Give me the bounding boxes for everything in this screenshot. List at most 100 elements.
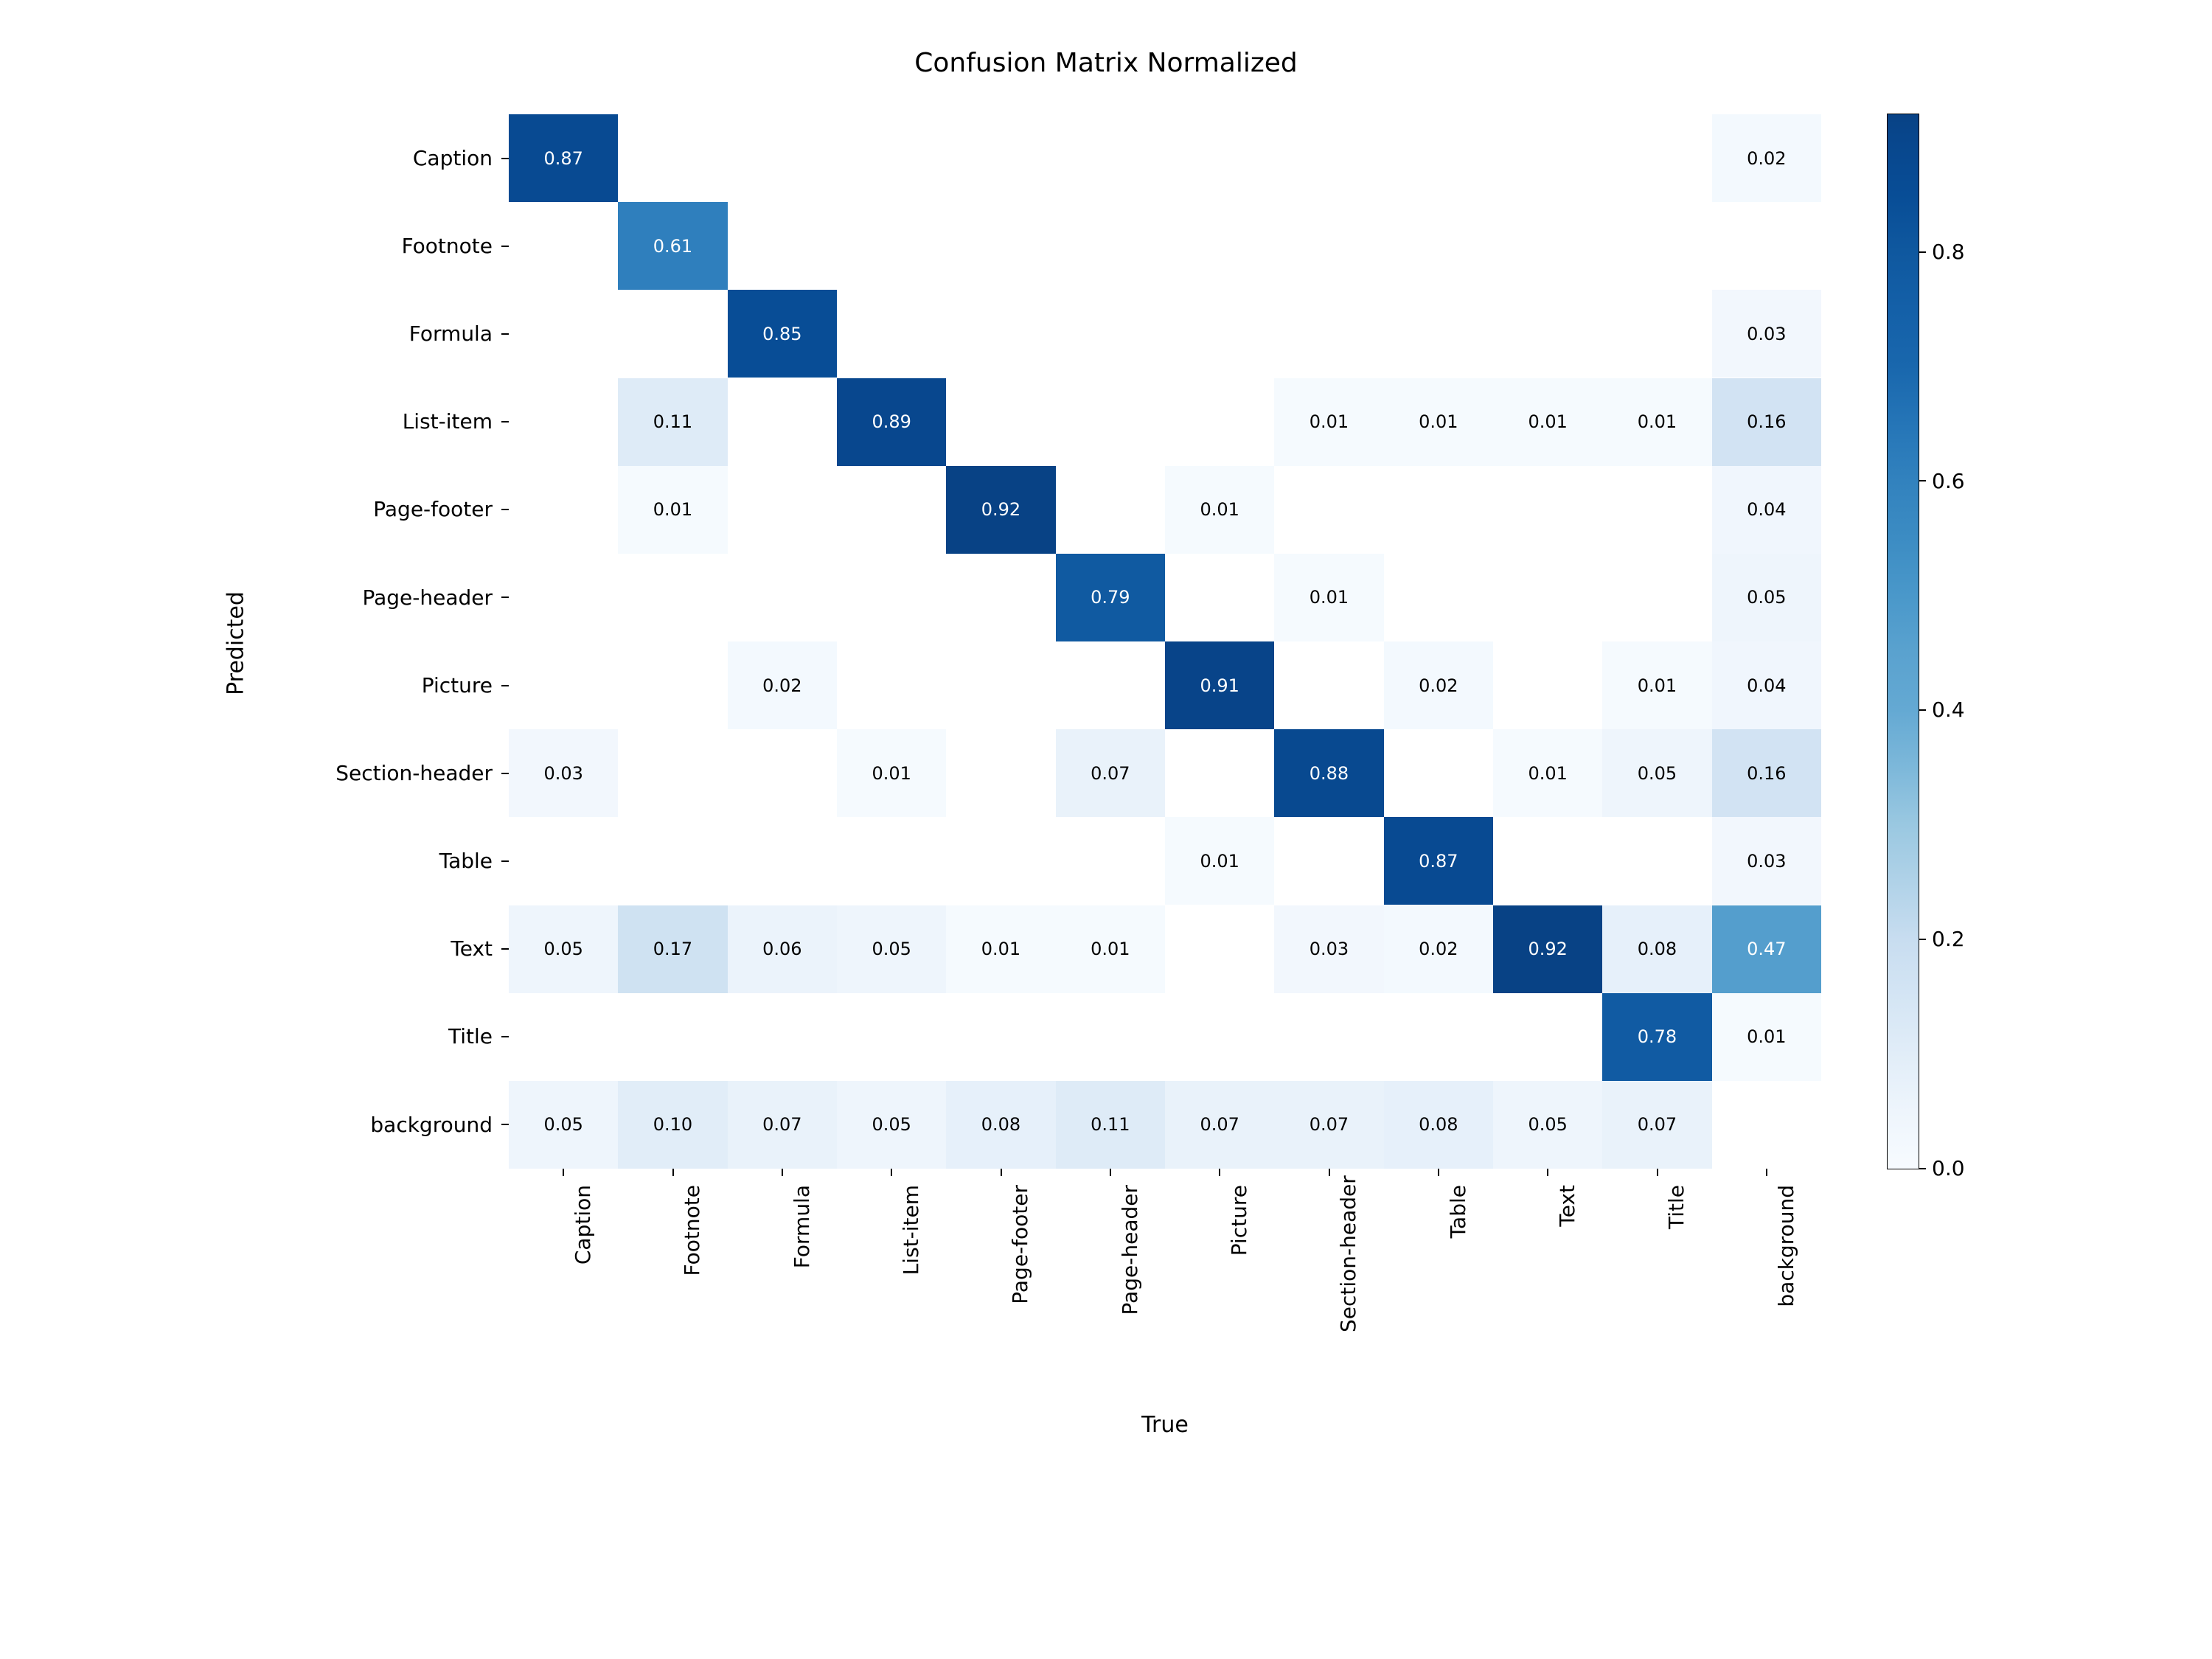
heatmap-cell-value: 0.02 <box>1419 677 1458 695</box>
heatmap-cell-value: 0.06 <box>762 940 801 958</box>
heatmap-cell <box>1056 641 1165 729</box>
heatmap-cell: 0.05 <box>1602 729 1711 817</box>
heatmap-cell <box>837 817 946 905</box>
heatmap-cell: 0.88 <box>1274 729 1383 817</box>
heatmap-cell <box>1274 202 1383 290</box>
heatmap-cell <box>1165 202 1274 290</box>
heatmap-cell <box>618 554 727 641</box>
heatmap-cell <box>1493 993 1602 1081</box>
colorbar-tick-label: 0.2 <box>1932 927 1965 951</box>
heatmap-cell-value: 0.78 <box>1638 1028 1677 1046</box>
heatmap-cell-value: 0.91 <box>1200 677 1239 695</box>
heatmap-cell <box>1602 114 1711 202</box>
heatmap-cell-value: 0.05 <box>1747 588 1786 606</box>
heatmap-cell: 0.07 <box>1274 1081 1383 1169</box>
heatmap-cell <box>837 554 946 641</box>
heatmap-cell <box>509 290 618 378</box>
heatmap-cell <box>1165 993 1274 1081</box>
heatmap-cell: 0.01 <box>946 905 1055 993</box>
heatmap-cell: 0.08 <box>1384 1081 1493 1169</box>
heatmap-cell: 0.08 <box>1602 905 1711 993</box>
y-tick-mark <box>501 158 509 159</box>
y-tick-mark <box>501 685 509 686</box>
x-tick-label: List-item <box>899 1185 923 1332</box>
heatmap-cell-value: 0.79 <box>1091 588 1130 606</box>
heatmap-cell-value: 0.05 <box>1638 765 1677 782</box>
heatmap-cell-value: 0.07 <box>1091 765 1130 782</box>
heatmap-cell: 0.61 <box>618 202 727 290</box>
heatmap-cell <box>1602 817 1711 905</box>
heatmap-cell <box>509 554 618 641</box>
heatmap-cell-value: 0.08 <box>1419 1116 1458 1133</box>
y-tick-label: Formula <box>409 321 493 346</box>
y-tick-mark <box>501 509 509 510</box>
heatmap-cell-value: 0.07 <box>1638 1116 1677 1133</box>
x-tick-mark <box>672 1169 674 1176</box>
heatmap-cell <box>837 202 946 290</box>
heatmap-cell <box>837 993 946 1081</box>
y-tick-mark <box>501 860 509 862</box>
y-tick-label: Caption <box>413 146 493 170</box>
heatmap-cell: 0.01 <box>1165 817 1274 905</box>
heatmap-cell-value: 0.92 <box>1528 940 1567 958</box>
y-tick-label: Page-footer <box>373 497 493 521</box>
x-tick-mark <box>563 1169 564 1176</box>
heatmap-cell: 0.05 <box>509 905 618 993</box>
heatmap-cell <box>946 554 1055 641</box>
heatmap-cell-value: 0.04 <box>1747 501 1786 518</box>
x-tick-mark <box>1219 1169 1220 1176</box>
x-tick-mark <box>782 1169 783 1176</box>
heatmap-cell <box>1165 554 1274 641</box>
heatmap-cell: 0.87 <box>509 114 618 202</box>
heatmap-cell <box>946 378 1055 466</box>
heatmap-cell <box>946 641 1055 729</box>
heatmap-cell-value: 0.11 <box>1091 1116 1130 1133</box>
heatmap-cell-value: 0.04 <box>1747 677 1786 695</box>
heatmap-cell-value: 0.10 <box>653 1116 692 1133</box>
y-tick-mark <box>501 1124 509 1125</box>
heatmap-cell <box>618 817 727 905</box>
heatmap-cell-value: 0.01 <box>1310 413 1349 431</box>
heatmap-cell-value: 0.92 <box>981 501 1020 518</box>
heatmap-cell-value: 0.01 <box>1200 501 1239 518</box>
y-tick-label: Footnote <box>402 234 493 258</box>
y-axis-label: Predicted <box>223 570 249 717</box>
y-tick-mark <box>501 421 509 422</box>
x-tick-mark <box>1438 1169 1439 1176</box>
heatmap-cell <box>728 729 837 817</box>
x-tick-label: Caption <box>571 1185 595 1332</box>
x-tick-mark <box>1110 1169 1111 1176</box>
heatmap-cell <box>1384 202 1493 290</box>
x-tick-label: Formula <box>790 1185 814 1332</box>
heatmap-cell <box>946 290 1055 378</box>
heatmap-cell: 0.01 <box>618 466 727 554</box>
heatmap-cell: 0.08 <box>946 1081 1055 1169</box>
heatmap-cell-value: 0.03 <box>1747 325 1786 343</box>
heatmap-cell-value: 0.02 <box>1419 940 1458 958</box>
heatmap-cell-value: 0.89 <box>872 413 911 431</box>
colorbar-tick-mark <box>1919 709 1926 711</box>
heatmap-cell-value: 0.07 <box>762 1116 801 1133</box>
heatmap-cell <box>618 993 727 1081</box>
heatmap-cell-value: 0.61 <box>653 237 692 255</box>
heatmap-cell: 0.01 <box>1602 641 1711 729</box>
heatmap-cell: 0.06 <box>728 905 837 993</box>
heatmap-cell: 0.04 <box>1712 466 1821 554</box>
colorbar-tick-label: 0.8 <box>1932 240 1965 264</box>
heatmap-cell: 0.10 <box>618 1081 727 1169</box>
x-tick-label: Title <box>1664 1185 1688 1332</box>
heatmap-cell <box>1165 378 1274 466</box>
heatmap-cell <box>1493 290 1602 378</box>
heatmap-cell-value: 0.87 <box>543 150 582 167</box>
colorbar-tick-label: 0.4 <box>1932 698 1965 722</box>
heatmap-cell <box>728 817 837 905</box>
x-tick-mark <box>1329 1169 1330 1176</box>
heatmap-cell: 0.03 <box>1712 817 1821 905</box>
heatmap-cell <box>1274 114 1383 202</box>
heatmap-cell: 0.01 <box>1602 378 1711 466</box>
y-tick-mark <box>501 597 509 598</box>
heatmap-cell <box>837 114 946 202</box>
colorbar-tick-label: 0.0 <box>1932 1156 1965 1180</box>
colorbar-tick-mark <box>1919 1168 1926 1169</box>
heatmap-cell <box>1384 466 1493 554</box>
